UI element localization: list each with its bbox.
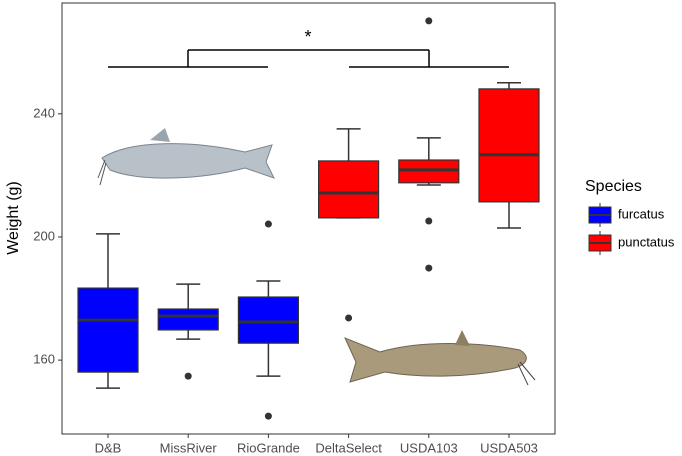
- significance-bracket: [108, 49, 509, 68]
- legend-label: punctatus: [618, 234, 675, 249]
- box: [157, 308, 219, 331]
- x-tick-label: USDA103: [400, 440, 458, 455]
- y-axis-label: Weight (g): [5, 181, 22, 255]
- x-tick-label: MissRiver: [160, 440, 218, 455]
- outlier: [264, 220, 272, 228]
- x-tick-label: D&B: [95, 440, 122, 455]
- x-tick-label: RioGrande: [237, 440, 300, 455]
- outlier: [425, 264, 433, 272]
- x-tick-label: USDA503: [480, 440, 538, 455]
- box: [478, 88, 540, 203]
- box: [318, 160, 380, 219]
- blue-catfish-illustration: [97, 128, 275, 186]
- channel-catfish-illustration: [344, 330, 536, 386]
- outlier: [184, 372, 192, 380]
- x-tick-label: DeltaSelect: [315, 440, 382, 455]
- box: [237, 296, 299, 344]
- outlier: [345, 314, 353, 322]
- outlier: [264, 412, 272, 420]
- outlier: [425, 217, 433, 225]
- annotation: *: [304, 27, 311, 47]
- box: [398, 159, 460, 184]
- y-tick-label: 160: [33, 352, 55, 367]
- legend-title: Species: [585, 178, 642, 195]
- y-tick-label: 200: [33, 228, 55, 243]
- legend-label: furcatus: [618, 206, 665, 221]
- box: [77, 287, 139, 373]
- outlier: [425, 17, 433, 25]
- y-tick-label: 240: [33, 105, 55, 120]
